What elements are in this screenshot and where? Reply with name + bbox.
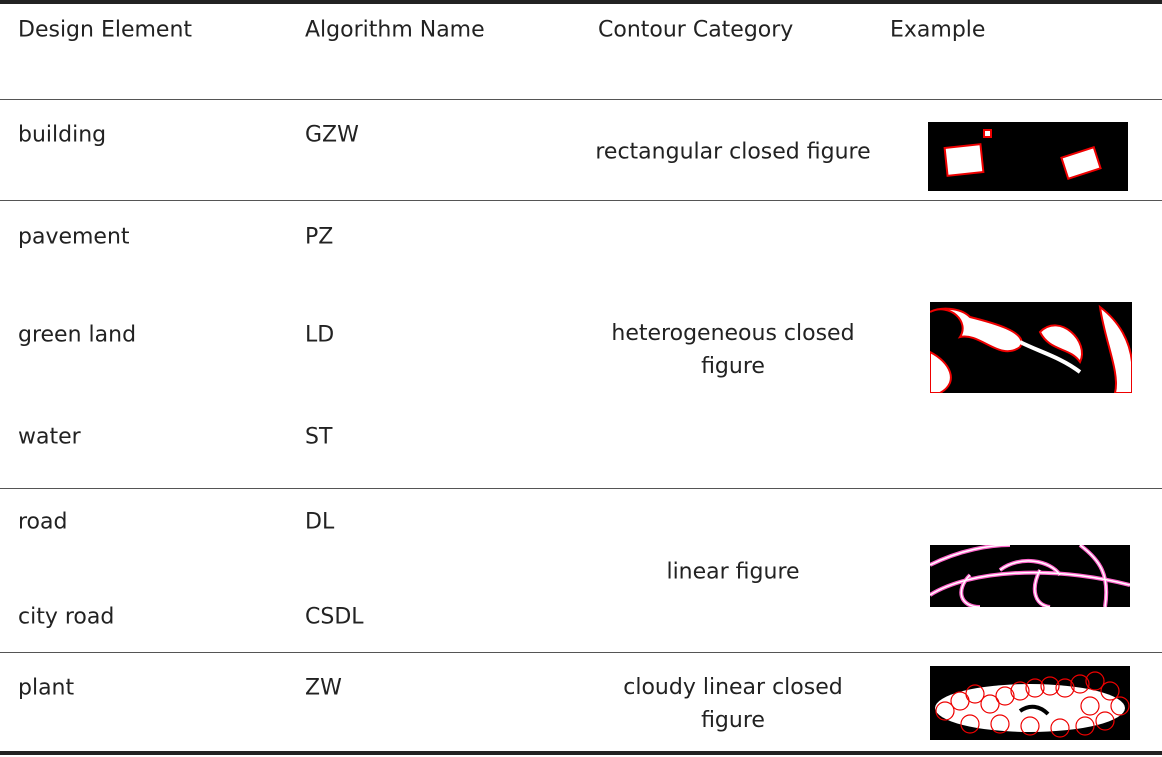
- element-cell: pavement: [18, 224, 130, 250]
- element-cell: city road: [18, 604, 115, 630]
- element-cell: green land: [18, 322, 137, 348]
- algorithm-cell: GZW: [305, 122, 359, 148]
- category-cell: rectangular closed figure: [595, 139, 871, 165]
- header-cell: Algorithm Name: [305, 17, 485, 43]
- algorithm-cell: CSDL: [305, 604, 364, 630]
- header-cell: Example: [890, 17, 986, 43]
- category-cell: cloudy linear closed figure: [623, 675, 843, 733]
- example-image: [930, 666, 1130, 740]
- category-cell: linear figure: [666, 559, 800, 585]
- element-cell: water: [18, 424, 81, 450]
- category-cell: heterogeneous closed figure: [611, 321, 855, 379]
- top-rule: [0, 0, 1162, 4]
- algorithm-cell: DL: [305, 509, 335, 535]
- algorithm-cell: ZW: [305, 675, 342, 701]
- header-cell: Design Element: [18, 17, 193, 43]
- group-rule: [0, 488, 1162, 489]
- element-cell: plant: [18, 675, 75, 701]
- header-cell: Contour Category: [598, 17, 794, 43]
- bottom-rule: [0, 751, 1162, 755]
- header-rule: [0, 99, 1162, 100]
- example-image: [930, 545, 1130, 607]
- element-cell: building: [18, 122, 107, 148]
- example-image: [930, 302, 1132, 393]
- example-image: [928, 122, 1128, 191]
- group-rule: [0, 652, 1162, 653]
- group-rule: [0, 200, 1162, 201]
- algorithm-cell: ST: [305, 424, 333, 450]
- algorithm-cell: PZ: [305, 224, 334, 250]
- element-cell: road: [18, 509, 68, 535]
- algorithm-cell: LD: [305, 322, 335, 348]
